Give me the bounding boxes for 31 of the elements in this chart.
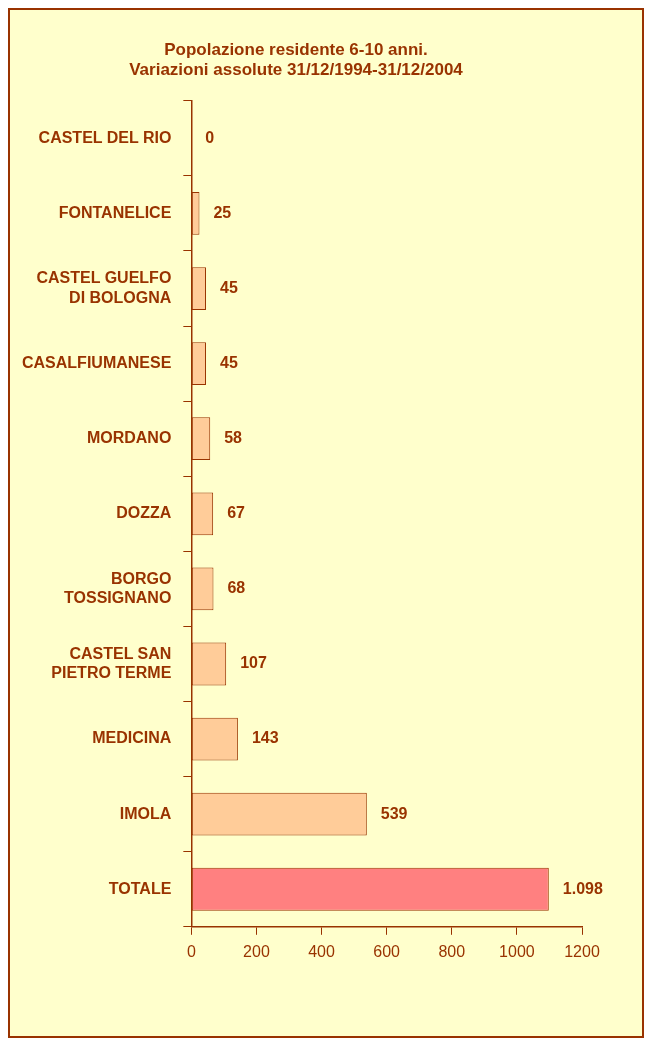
data-label: 143 [251,729,279,747]
y-tick-label: CASTEL SAN PIETRO TERME [51,644,172,681]
y-tick-label: BORGO TOSSIGNANO [64,569,172,606]
data-label: 107 [240,654,267,672]
text: Popolazione residente 6-10 anni. [164,39,428,59]
y-tick-label: IMOLA [119,804,172,822]
y-tick-label: CASALFIUMANESE [21,354,172,372]
x-tick-label: 0 [186,942,196,960]
x-tick-label: 600 [373,942,401,960]
x-tick-label: 1000 [499,942,535,960]
data-label: 0 [205,128,215,146]
y-tick-label: MORDANO [86,429,172,447]
y-tick-label: CASTEL DEL RIO [38,128,172,146]
data-label: 68 [227,579,246,597]
x-tick-label: 1200 [564,942,600,960]
x-tick-label: 400 [308,942,335,960]
data-label: 1.098 [562,879,603,897]
text: Variazioni assolute 31/12/1994-31/12/2004 [129,60,463,80]
y-tick-label: DOZZA [116,504,172,522]
y-tick-label: CASTEL GUELFO DI BOLOGNA [36,269,172,306]
data-label: 67 [227,504,246,522]
data-label: 25 [213,203,232,221]
y-tick-label: TOTALE [108,879,172,897]
data-label: 45 [219,278,238,296]
x-tick-label: 800 [438,942,466,960]
y-tick-label: MEDICINA [92,729,172,747]
x-tick-label: 200 [243,942,270,960]
data-label: 58 [224,429,243,447]
y-tick-label: FONTANELICE [58,203,172,221]
data-label: 45 [219,354,238,372]
data-label: 539 [380,804,408,822]
